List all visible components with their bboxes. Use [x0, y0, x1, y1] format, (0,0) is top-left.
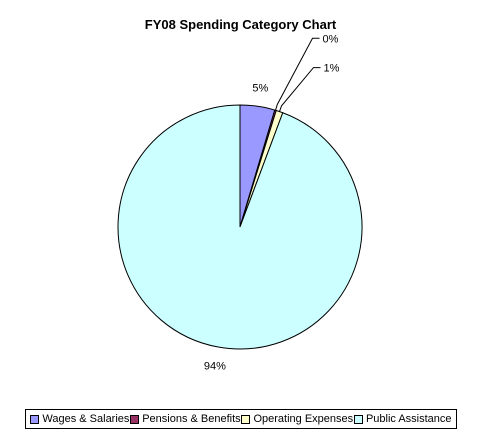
chart-title: FY08 Spending Category Chart	[144, 17, 337, 32]
data-label-operating: 1%	[324, 63, 340, 75]
legend-item-operating: Operating Expenses	[241, 413, 353, 425]
legend-label-public-assistance: Public Assistance	[365, 413, 452, 425]
data-label-pensions: 0%	[323, 33, 339, 45]
legend-item-public-assistance: Public Assistance	[353, 413, 452, 425]
legend-swatch-wages	[30, 414, 40, 424]
legend-swatch-public-assistance	[353, 414, 363, 424]
legend-item-wages: Wages & Salaries	[30, 413, 129, 425]
pie-slice-public-assistance	[117, 104, 363, 350]
leader-line-pensions	[275, 37, 320, 111]
legend-item-pensions: Pensions & Benefits	[130, 413, 241, 425]
data-label-wages: 5%	[252, 83, 268, 95]
pie-chart: 5% 0% 1% 94%	[117, 33, 363, 373]
legend: Wages & Salaries Pensions & Benefits Ope…	[25, 409, 457, 429]
legend-label-operating: Operating Expenses	[253, 413, 354, 425]
legend-swatch-pensions	[130, 414, 140, 424]
data-label-public-assistance: 94%	[204, 361, 226, 373]
leader-line-operating	[279, 67, 321, 112]
legend-swatch-operating	[241, 414, 251, 424]
legend-label-wages: Wages & Salaries	[42, 413, 130, 425]
legend-label-pensions: Pensions & Benefits	[142, 413, 241, 425]
